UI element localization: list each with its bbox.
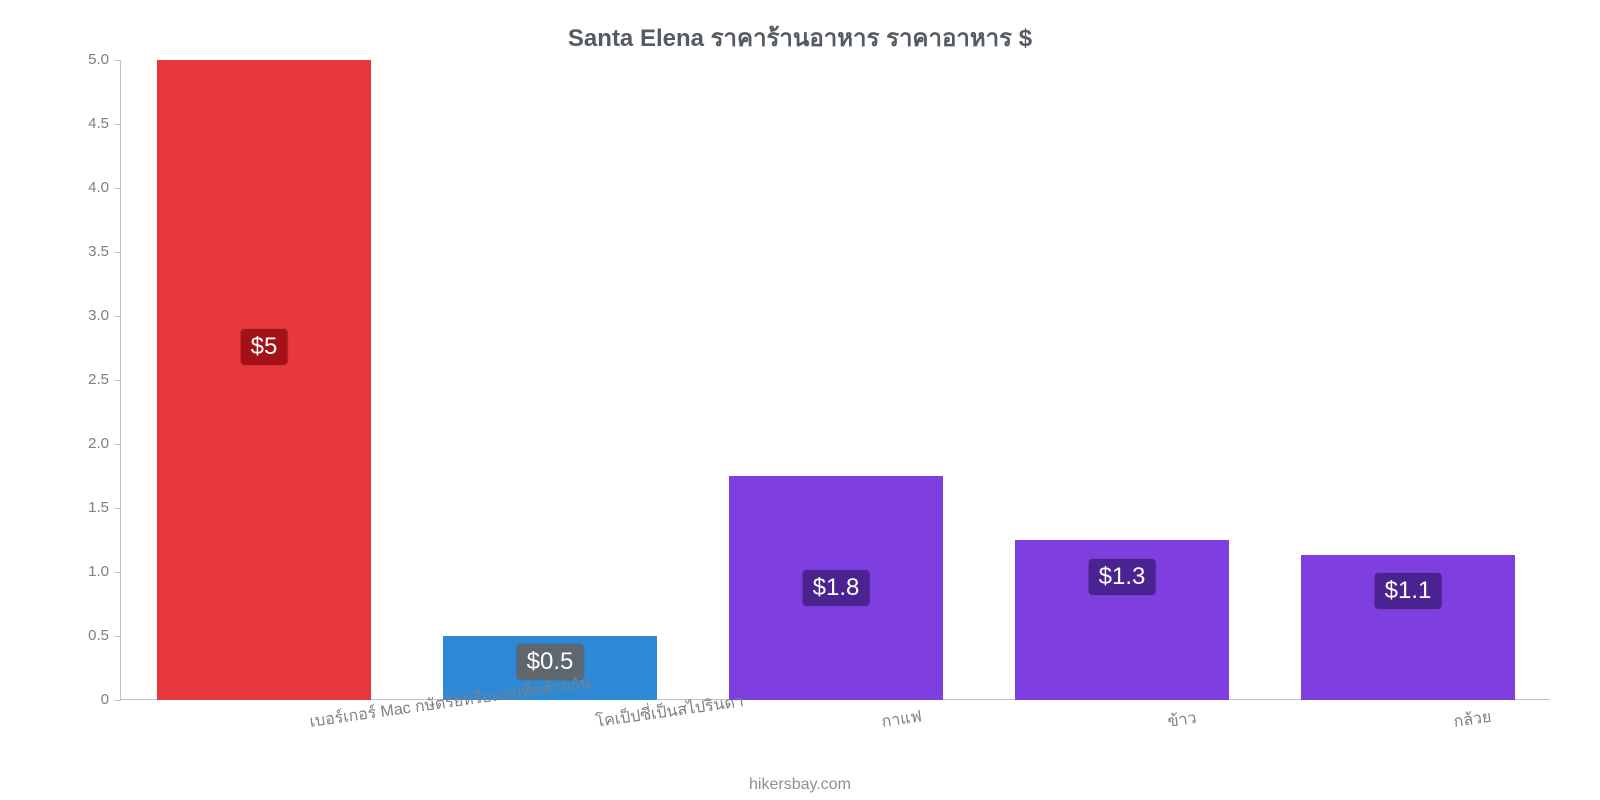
- y-tick-label: 4.0: [88, 179, 121, 196]
- bar: $5: [157, 60, 372, 700]
- x-axis-label: เบอร์เกอร์ Mac กษัตริย์หรือแถบที่คล้ายกั…: [308, 710, 311, 735]
- bar: $1.8: [729, 476, 944, 700]
- x-axis-labels: เบอร์เกอร์ Mac กษัตริย์หรือแถบที่คล้ายกั…: [120, 700, 1550, 780]
- value-badge: $5: [241, 329, 288, 365]
- y-tick-label: 3.5: [88, 243, 121, 260]
- y-tick-label: 0: [101, 691, 121, 708]
- value-badge: $1.8: [803, 570, 870, 606]
- value-badge: $0.5: [517, 644, 584, 680]
- y-tick-label: 0.5: [88, 627, 121, 644]
- bar: $1.1: [1301, 555, 1516, 700]
- x-axis-label: กาแฟ: [880, 710, 883, 735]
- y-tick-label: 2.0: [88, 435, 121, 452]
- y-tick-label: 5.0: [88, 51, 121, 68]
- chart-title: Santa Elena ราคาร้านอาหาร ราคาอาหาร $: [0, 18, 1600, 57]
- y-tick-label: 4.5: [88, 115, 121, 132]
- y-tick-label: 1.5: [88, 499, 121, 516]
- value-badge: $1.3: [1089, 559, 1156, 595]
- y-tick-label: 1.0: [88, 563, 121, 580]
- x-axis-label: กล้วย: [1452, 710, 1455, 735]
- bar: $1.3: [1015, 540, 1230, 700]
- value-badge: $1.1: [1375, 573, 1442, 609]
- x-axis-label: โคเป็ปซี่เป็นสไปรินดา: [594, 710, 597, 735]
- price-bar-chart: Santa Elena ราคาร้านอาหาร ราคาอาหาร $ 0 0…: [0, 0, 1600, 800]
- x-axis-label: ข้าว: [1166, 710, 1169, 735]
- y-tick-label: 3.0: [88, 307, 121, 324]
- plot-area: 00.51.01.52.02.53.03.54.04.55.0$5$0.5$1.…: [120, 60, 1550, 700]
- y-tick-label: 2.5: [88, 371, 121, 388]
- attribution-text: hikersbay.com: [0, 776, 1600, 794]
